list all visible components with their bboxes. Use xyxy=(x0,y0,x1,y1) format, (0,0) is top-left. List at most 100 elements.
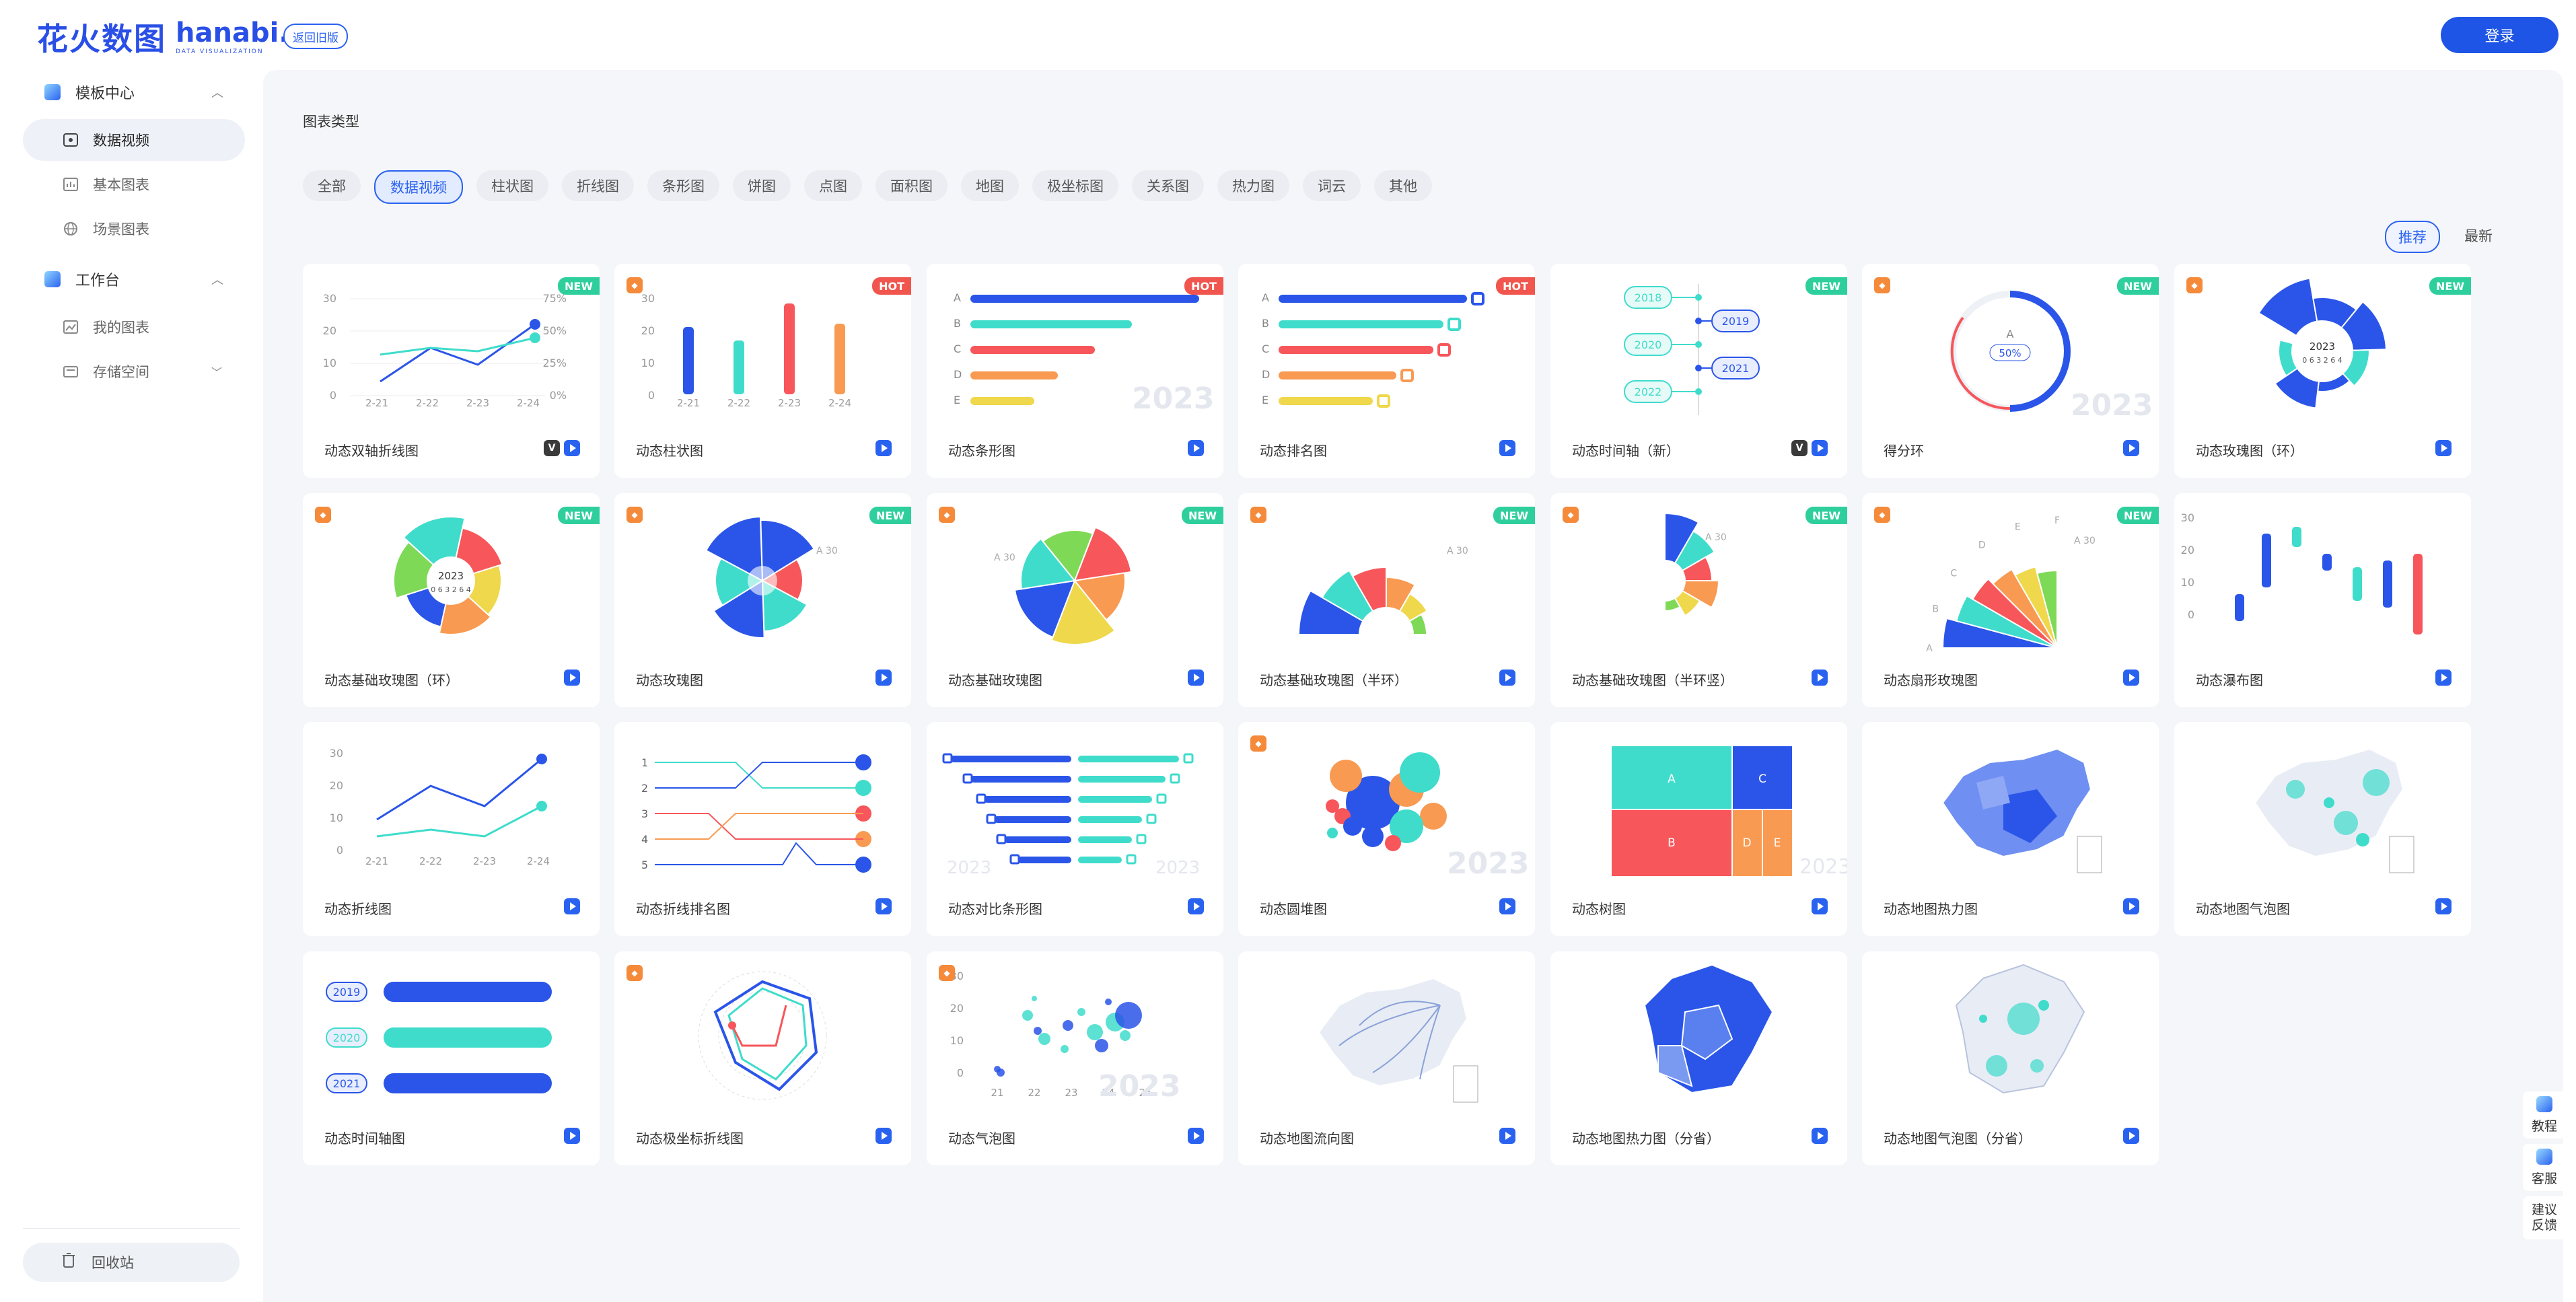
chevron-down-icon: ﹀ xyxy=(211,366,223,379)
template-card[interactable]: A 50% 2023 ◆ NEW 得分环 xyxy=(1862,264,2159,478)
svg-text:2: 2 xyxy=(641,782,648,795)
play-icon[interactable] xyxy=(2435,898,2452,914)
play-icon[interactable] xyxy=(875,670,892,686)
filter-chip[interactable]: 数据视频 xyxy=(374,170,463,204)
play-icon[interactable] xyxy=(1499,670,1515,686)
template-card[interactable]: 30 20 10 0 2-21 2-22 2-23 2-24 ◆ HOT 动态柱状图 xyxy=(614,264,911,478)
card-title: 动态极坐标折线图 xyxy=(636,1130,744,1147)
play-icon[interactable] xyxy=(875,898,892,914)
play-icon[interactable] xyxy=(1499,1128,1515,1144)
svg-text:C: C xyxy=(1262,342,1269,355)
filter-chip[interactable]: 关系图 xyxy=(1132,170,1204,201)
return-old-version-button[interactable]: 返回旧版 xyxy=(283,24,348,49)
sidebar-group-template-center[interactable]: 模板中心 ︿ xyxy=(44,81,223,103)
play-icon[interactable] xyxy=(1812,670,1828,686)
template-card[interactable]: 2018 2019 2020 2021 2022 NEW 动态时间轴（新） V xyxy=(1550,264,1847,478)
customer-service-button[interactable]: 客服 xyxy=(2523,1144,2566,1191)
recycle-bin-button[interactable]: 回收站 xyxy=(23,1243,240,1282)
card-title: 动态地图气泡图 xyxy=(2196,901,2290,917)
sort-latest-button[interactable]: 最新 xyxy=(2464,228,2493,244)
svg-text:A 30: A 30 xyxy=(2074,536,2096,546)
template-card[interactable]: A B C D E 2023 动态树图 xyxy=(1550,722,1847,936)
svg-text:2023: 2023 xyxy=(438,570,464,582)
svg-text:2021: 2021 xyxy=(1722,362,1750,375)
template-card[interactable]: A B C D E 2023 HOT 动态条形图 xyxy=(927,264,1223,478)
template-card[interactable]: 动态地图气泡图 xyxy=(2174,722,2471,936)
filter-chip[interactable]: 折线图 xyxy=(562,170,634,201)
play-icon[interactable] xyxy=(1188,440,1204,456)
filter-chip[interactable]: 面积图 xyxy=(875,170,947,201)
template-card[interactable]: 30 20 10 0 75% 50% 25% 0% 2-21 2-22 2-23 2-24 NEW 动态双… xyxy=(303,264,600,478)
filter-chip[interactable]: 极坐标图 xyxy=(1032,170,1118,201)
svg-text:2-23: 2-23 xyxy=(778,397,801,409)
template-card[interactable]: ◆ 动态极坐标折线图 xyxy=(614,951,911,1165)
filter-chip[interactable]: 柱状图 xyxy=(476,170,548,201)
sidebar-group-workspace[interactable]: 工作台 ︿ xyxy=(44,268,223,290)
template-card[interactable]: A 30 ◆ NEW 动态玫瑰图 xyxy=(614,493,911,707)
new-badge: NEW xyxy=(2117,507,2159,524)
play-icon[interactable] xyxy=(875,440,892,456)
hot-badge: HOT xyxy=(872,277,911,295)
filter-chip[interactable]: 条形图 xyxy=(647,170,719,201)
template-card[interactable]: A B C D E HOT 动态排名图 xyxy=(1238,264,1535,478)
play-icon[interactable] xyxy=(2123,440,2139,456)
play-icon[interactable] xyxy=(2123,898,2139,914)
play-icon[interactable] xyxy=(2435,440,2452,456)
play-icon[interactable] xyxy=(564,898,580,914)
filter-chip[interactable]: 饼图 xyxy=(733,170,791,201)
sidebar-item-scene-charts[interactable]: 场景图表 xyxy=(23,208,245,250)
template-card[interactable]: A 30 ◆ NEW 动态基础玫瑰图（半环竖） xyxy=(1550,493,1847,707)
svg-text:2023: 2023 xyxy=(1098,1069,1180,1104)
play-icon[interactable] xyxy=(564,670,580,686)
sidebar-item-my-charts[interactable]: 我的图表 xyxy=(23,306,245,348)
play-icon[interactable] xyxy=(2123,1128,2139,1144)
template-card[interactable]: 2023 ◆ 动态圆堆图 xyxy=(1238,722,1535,936)
template-card[interactable]: A 30 ◆ NEW 动态基础玫瑰图（半环） xyxy=(1238,493,1535,707)
template-card[interactable]: 2023 0 6 3 2 6 4 ◆ NEW 动态基础玫瑰图（环） xyxy=(303,493,600,707)
play-icon[interactable] xyxy=(1188,1128,1204,1144)
sort-recommended-button[interactable]: 推荐 xyxy=(2385,221,2440,253)
filter-chip[interactable]: 词云 xyxy=(1303,170,1361,201)
play-icon[interactable] xyxy=(1812,898,1828,914)
play-icon[interactable] xyxy=(1499,898,1515,914)
svg-text:2023: 2023 xyxy=(2071,388,2153,423)
play-icon[interactable] xyxy=(1188,898,1204,914)
tutorial-button[interactable]: 教程 xyxy=(2523,1091,2566,1138)
play-icon[interactable] xyxy=(564,1128,580,1144)
filter-chip[interactable]: 全部 xyxy=(303,170,361,201)
template-card[interactable]: 30 20 10 0 2-21 2-22 2-23 2-24 动态折线图 xyxy=(303,722,600,936)
template-card[interactable]: A 30 ◆ NEW 动态基础玫瑰图 xyxy=(927,493,1223,707)
sidebar-item-basic-charts[interactable]: 基本图表 xyxy=(23,164,245,205)
play-icon[interactable] xyxy=(1812,1128,1828,1144)
filter-chip[interactable]: 地图 xyxy=(961,170,1019,201)
feedback-button[interactable]: 建议反馈 xyxy=(2523,1196,2566,1239)
play-icon[interactable] xyxy=(875,1128,892,1144)
filter-chip[interactable]: 热力图 xyxy=(1217,170,1289,201)
sidebar-item-data-video[interactable]: 数据视频 xyxy=(23,119,245,161)
filter-chip[interactable]: 其他 xyxy=(1374,170,1432,201)
template-card[interactable]: 2023 0 6 3 2 6 4 ◆ NEW 动态玫瑰图（环） xyxy=(2174,264,2471,478)
feedback-label: 建议反馈 xyxy=(2531,1202,2557,1233)
template-card[interactable]: 1 2 3 4 5 动态折线排名图 xyxy=(614,722,911,936)
template-card[interactable]: 2023 2023 动态对比条形图 xyxy=(927,722,1223,936)
play-icon[interactable] xyxy=(1188,670,1204,686)
template-card[interactable]: 动态地图流向图 xyxy=(1238,951,1535,1165)
template-card[interactable]: 30 20 10 0 21 22 23 24 25 2023 ◆ 动态气泡图 xyxy=(927,951,1223,1165)
brand-logo[interactable]: 花火数图 hanabi.cn DATA VISUALIZATION xyxy=(37,15,324,59)
play-icon[interactable] xyxy=(1499,440,1515,456)
play-icon[interactable] xyxy=(2123,670,2139,686)
sidebar-item-storage[interactable]: 存储空间 ﹀ xyxy=(23,351,245,392)
play-icon[interactable] xyxy=(564,440,580,456)
template-card[interactable]: A B C D E F A 30 ◆ NEW 动态扇形玫瑰图 xyxy=(1862,493,2159,707)
sidebar-divider xyxy=(23,1228,240,1229)
play-icon[interactable] xyxy=(2435,670,2452,686)
template-card[interactable]: 2019 2020 2021 动态时间轴图 xyxy=(303,951,600,1165)
template-card[interactable]: 动态地图气泡图（分省） xyxy=(1862,951,2159,1165)
login-button[interactable]: 登录 xyxy=(2441,17,2559,53)
play-icon[interactable] xyxy=(1812,440,1828,456)
template-card[interactable]: 动态地图热力图（分省） xyxy=(1550,951,1847,1165)
card-title: 动态时间轴图 xyxy=(324,1130,405,1147)
filter-chip[interactable]: 点图 xyxy=(804,170,862,201)
template-card[interactable]: 动态地图热力图 xyxy=(1862,722,2159,936)
template-card[interactable]: 30 20 10 0 动态瀑布图 xyxy=(2174,493,2471,707)
